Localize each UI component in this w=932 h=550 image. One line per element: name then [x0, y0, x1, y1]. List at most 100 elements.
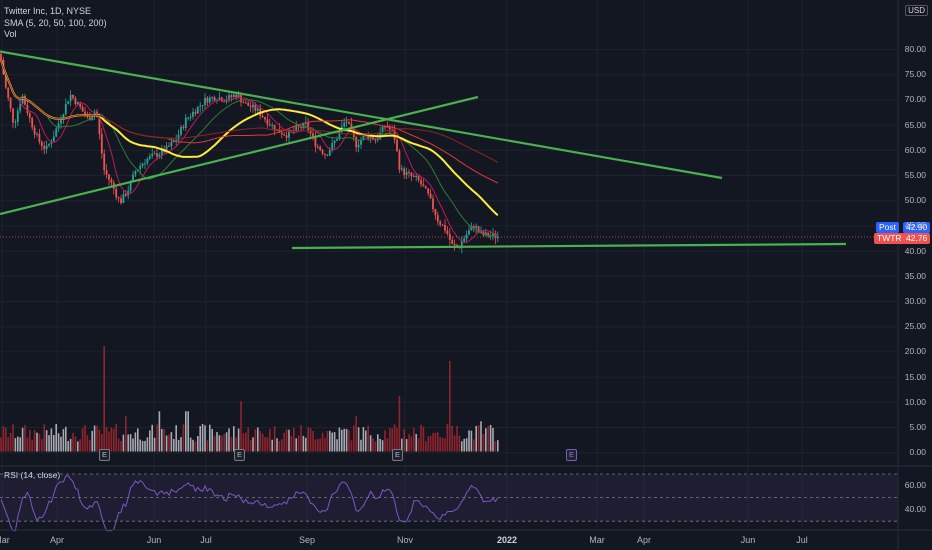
- time-tick: Apr: [49, 535, 65, 545]
- candle-body: [453, 243, 456, 246]
- candle-body: [396, 139, 398, 151]
- volume-bar: [482, 433, 485, 452]
- volume-bar: [283, 432, 285, 452]
- candle-body: [252, 104, 254, 108]
- candle-body: [374, 139, 377, 141]
- candle-body: [120, 198, 122, 204]
- candle-body: [122, 193, 125, 204]
- volume-bar: [45, 430, 48, 452]
- earnings-marker[interactable]: E: [392, 449, 403, 461]
- volume-bar: [197, 436, 199, 452]
- candle-body: [348, 121, 350, 124]
- candle-body: [38, 133, 41, 142]
- candle-body: [321, 149, 324, 154]
- volume-bar: [470, 430, 473, 452]
- volume-bar: [50, 428, 53, 452]
- volume-bar: [365, 430, 367, 452]
- candle-body: [285, 135, 288, 138]
- volume-bar: [225, 432, 228, 452]
- volume-bar: [348, 430, 350, 452]
- volume-bar: [384, 430, 386, 452]
- volume-bar: [261, 433, 264, 452]
- candle-body: [427, 188, 430, 194]
- candle-body: [240, 95, 242, 103]
- candle-body: [268, 124, 271, 126]
- volume-bar: [242, 433, 245, 452]
- price-tick: 35.00: [904, 270, 926, 281]
- candle-body: [79, 102, 82, 107]
- candle-body: [57, 123, 60, 129]
- volume-bar: [278, 441, 281, 452]
- volume-bar: [468, 430, 470, 452]
- candle-body: [213, 97, 216, 101]
- volume-bar: [355, 416, 357, 452]
- candle-body: [76, 102, 79, 105]
- volume-bar: [161, 428, 163, 452]
- earnings-marker[interactable]: E: [99, 449, 110, 461]
- volume-bar: [48, 435, 50, 452]
- volume-bar: [271, 439, 273, 452]
- candle-body: [444, 225, 446, 231]
- earnings-marker[interactable]: E: [234, 449, 245, 461]
- volume-bar: [146, 437, 149, 452]
- trendline-support-rising: [0, 95, 479, 216]
- candle-body: [129, 181, 132, 191]
- price-tick: 30.00: [904, 296, 926, 306]
- volume-bar: [398, 396, 401, 452]
- volume-bar: [177, 439, 180, 452]
- earnings-marker-upcoming[interactable]: E: [566, 449, 577, 461]
- volume-bar: [213, 435, 216, 452]
- volume-bar: [9, 432, 12, 452]
- candle-body: [72, 94, 74, 99]
- currency-badge[interactable]: USD: [905, 5, 928, 16]
- candle-body: [388, 126, 391, 130]
- volume-bar: [497, 440, 499, 452]
- candle-body: [148, 156, 151, 159]
- time-tick: Mar: [0, 535, 10, 545]
- trendline-resistance: [0, 50, 723, 180]
- candle-body: [297, 126, 300, 128]
- candle-body: [480, 231, 482, 233]
- candle-body: [105, 170, 108, 175]
- candle-body: [232, 94, 235, 97]
- volume-bar: [362, 427, 365, 452]
- candle-body: [482, 231, 485, 236]
- volume-bar: [129, 434, 132, 452]
- volume-bar: [319, 438, 321, 452]
- volume-bar: [141, 440, 144, 452]
- volume-bar: [333, 432, 336, 452]
- candle-body: [151, 153, 154, 157]
- volume-bar: [134, 432, 137, 452]
- candle-body: [74, 98, 77, 105]
- volume-bar: [312, 430, 314, 452]
- candle-body: [319, 146, 322, 150]
- volume-bar: [62, 429, 65, 452]
- volume-bar: [149, 430, 151, 452]
- volume-bar: [53, 435, 55, 452]
- candle-body: [254, 104, 257, 111]
- sma50-line: [0, 59, 499, 216]
- volume-bar: [300, 425, 302, 452]
- volume-bar: [211, 428, 213, 452]
- chart-legend: Twitter Inc, 1D, NYSE SMA (5, 20, 50, 10…: [4, 6, 107, 41]
- candle-body: [50, 141, 53, 144]
- volume-bar: [144, 440, 146, 452]
- candle-body: [165, 145, 168, 153]
- candle-body: [271, 124, 274, 126]
- candle-body: [496, 236, 499, 239]
- candle-body: [228, 95, 230, 101]
- candle-body: [415, 175, 418, 177]
- candle-body: [52, 136, 55, 142]
- candle-body: [189, 116, 192, 118]
- volume-bar: [108, 431, 110, 452]
- rsi-tick: 60.00: [904, 480, 926, 490]
- volume-bar: [249, 439, 252, 452]
- volume-bar: [43, 424, 45, 452]
- volume-bar: [127, 434, 129, 452]
- candle-body: [280, 132, 283, 135]
- candle-body: [331, 142, 334, 151]
- volume-bar: [69, 438, 72, 452]
- volume-bar: [38, 433, 41, 452]
- volume-bar: [403, 428, 405, 452]
